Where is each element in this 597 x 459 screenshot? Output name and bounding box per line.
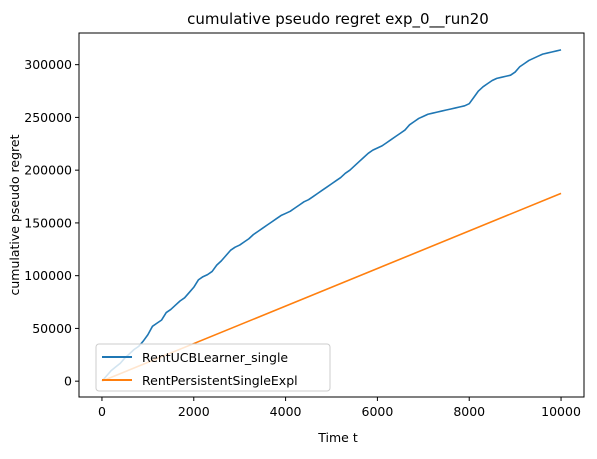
x-tick-label: 10000 bbox=[541, 404, 581, 419]
y-axis-ticks: 0 50000 100000 150000 200000 250000 300000 bbox=[24, 57, 79, 389]
chart-title: cumulative pseudo regret exp_0__run20 bbox=[187, 10, 489, 29]
x-tick-label: 4000 bbox=[270, 404, 302, 419]
x-tick-label: 2000 bbox=[178, 404, 210, 419]
plot-frame bbox=[78, 32, 585, 398]
legend-label-ucb: RentUCBLearner_single bbox=[142, 350, 288, 365]
x-axis-label: Time t bbox=[317, 430, 358, 445]
y-tick-label: 0 bbox=[64, 374, 72, 389]
y-tick-label: 100000 bbox=[24, 268, 72, 283]
legend: RentUCBLearner_single RentPersistentSing… bbox=[95, 343, 331, 392]
x-tick-label: 6000 bbox=[362, 404, 394, 419]
x-tick-label: 8000 bbox=[453, 404, 485, 419]
y-axis-label: cumulative pseudo regret bbox=[7, 134, 22, 295]
legend-label-persistent: RentPersistentSingleExpl bbox=[142, 373, 298, 388]
legend-box bbox=[95, 343, 331, 392]
y-tick-label: 200000 bbox=[24, 163, 72, 178]
series-line-0 bbox=[101, 49, 562, 382]
y-tick-label: 250000 bbox=[24, 110, 72, 125]
y-tick-label: 150000 bbox=[24, 215, 72, 230]
y-tick-label: 50000 bbox=[32, 321, 72, 336]
y-tick-label: 300000 bbox=[24, 57, 72, 72]
x-axis-ticks: 0 2000 4000 6000 8000 10000 bbox=[98, 397, 581, 419]
x-tick-label: 0 bbox=[98, 404, 106, 419]
